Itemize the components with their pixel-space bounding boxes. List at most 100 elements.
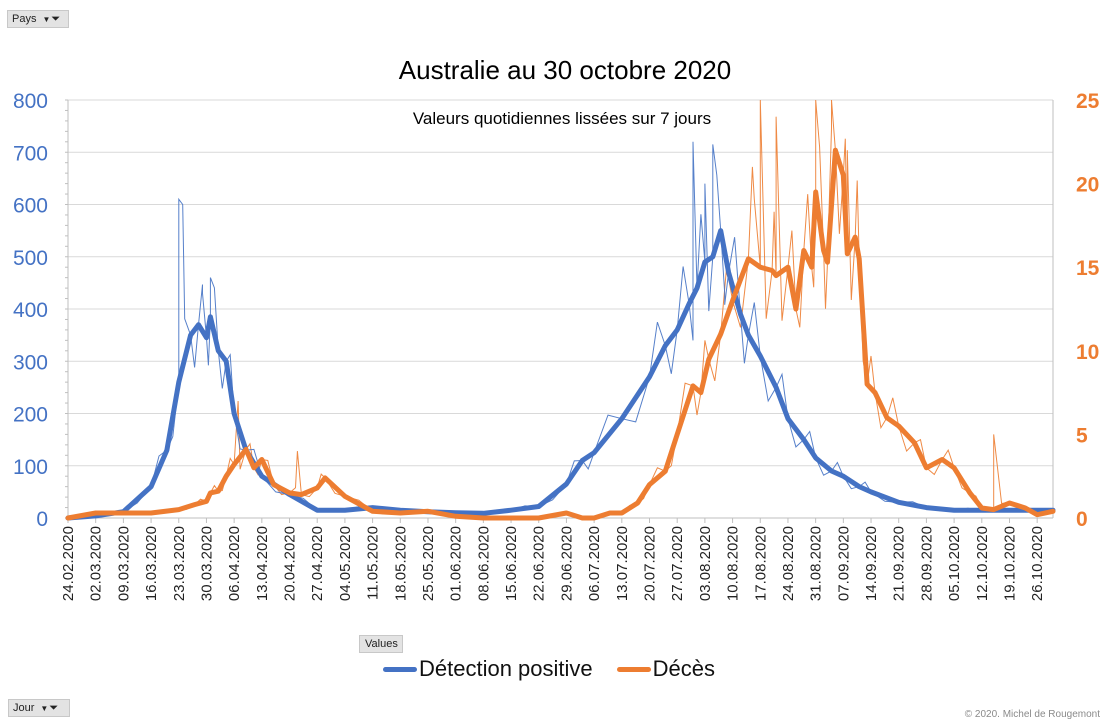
series-deces-point — [898, 425, 900, 427]
series-detection-point — [1036, 509, 1038, 511]
series-deces-point — [427, 510, 429, 512]
series-detection-point — [209, 316, 211, 318]
series-deces-point — [1009, 502, 1010, 504]
legend-swatch-deces — [616, 666, 651, 672]
gridlines — [68, 99, 1053, 467]
x-tick-label: 27.04.2020 — [309, 526, 326, 601]
series-deces-point — [637, 502, 639, 504]
x-tick-label: 03.08.2020 — [697, 526, 714, 601]
x-tick-label: 24.08.2020 — [780, 526, 797, 601]
series-deces-point — [593, 517, 595, 519]
legend-item-deces: Décès — [616, 656, 715, 682]
series-deces-point — [344, 495, 346, 497]
series-deces-point — [510, 517, 512, 519]
x-tick-label: 25.05.2020 — [420, 526, 437, 601]
x-tick-label: 09.03.2020 — [115, 526, 132, 601]
series-deces-point — [676, 433, 678, 435]
values-field-button[interactable]: Values — [359, 635, 403, 653]
series-detection-point — [95, 515, 97, 517]
jour-filter-label: Jour — [13, 702, 35, 714]
series-detection-point — [225, 360, 227, 362]
series-deces-point — [941, 459, 943, 460]
series-deces-point — [914, 442, 915, 444]
series-deces-point — [827, 261, 828, 263]
series-detection-point — [676, 329, 678, 331]
series-deces-point — [854, 236, 856, 238]
series-detection-point — [803, 439, 805, 441]
series-deces-point — [811, 266, 813, 268]
series-deces-point — [823, 250, 825, 251]
series-detection-point — [372, 507, 374, 509]
y-right-tick-label: 0 — [1076, 508, 1088, 531]
series-deces-point — [795, 308, 797, 310]
series-deces-point — [866, 383, 868, 385]
series-detection-point — [621, 418, 623, 420]
legend-label-detection: Détection positive — [419, 656, 593, 681]
x-tick-label: 26.10.2020 — [1029, 526, 1046, 601]
series-detection-point — [399, 509, 401, 511]
series-deces-point — [732, 300, 734, 302]
x-tick-label: 12.10.2020 — [974, 526, 991, 601]
series-deces-point — [150, 512, 152, 514]
series-deces-point — [664, 470, 666, 472]
series-detection-point — [858, 486, 860, 488]
series-deces-point — [969, 492, 971, 494]
x-tick-label: 01.06.2020 — [448, 526, 465, 601]
jour-filter-button[interactable]: Jour ▼ ⏷ — [8, 699, 70, 717]
x-tick-label: 05.10.2020 — [946, 526, 963, 601]
y-left-tick-label: 100 — [13, 456, 48, 479]
series-deces-point — [324, 477, 326, 479]
series-deces-point — [538, 517, 540, 519]
x-tick-label: 17.08.2020 — [752, 526, 769, 601]
series-detection-point — [593, 452, 595, 454]
series-detection-point — [664, 345, 666, 347]
series-detection-point — [538, 506, 540, 507]
series-deces-point — [692, 385, 694, 387]
x-tick-label: 07.09.2020 — [835, 526, 852, 601]
series-detection-point — [261, 475, 263, 477]
series-deces-point — [953, 467, 955, 469]
y-left-tick-label: 700 — [13, 142, 48, 165]
series-deces-point — [178, 509, 180, 511]
series-deces-point — [261, 459, 263, 460]
series-detection-point — [581, 460, 583, 461]
series-detection-point — [233, 413, 235, 414]
x-tick-label: 19.10.2020 — [1001, 526, 1018, 601]
x-tick-label: 10.08.2020 — [725, 526, 742, 601]
filter-funnel-icon: ⏷ — [49, 701, 59, 714]
series-detection-point — [720, 230, 722, 232]
series-detection-point — [344, 509, 346, 511]
series-detection-point — [482, 512, 484, 514]
series-deces-point — [759, 266, 761, 268]
series-detection-point — [688, 303, 690, 305]
series-deces-point — [993, 509, 995, 511]
y-left-tick-label: 600 — [13, 195, 48, 218]
chart-legend: Détection positive Décès — [383, 656, 739, 682]
x-tick-label: 22.06.2020 — [531, 526, 548, 601]
x-tick-label: 04.05.2020 — [337, 526, 354, 601]
series-detection-point — [712, 256, 714, 258]
series-deces-point — [372, 510, 374, 512]
series-deces-point — [775, 275, 777, 277]
series-deces-point — [803, 250, 805, 251]
pays-filter-button[interactable]: Pays ▼ ⏷ — [7, 10, 69, 28]
series-deces-point — [194, 504, 196, 506]
series-deces-point — [720, 333, 722, 335]
series-detection-point — [747, 334, 749, 336]
series-detection-point — [704, 261, 706, 263]
series-detection-line — [65, 228, 1056, 521]
y-left-tick-label: 500 — [13, 247, 48, 270]
pays-filter-label: Pays — [12, 13, 37, 25]
series-deces-point — [649, 484, 650, 486]
x-tick-label: 20.04.2020 — [282, 526, 299, 601]
series-deces-point — [815, 191, 817, 193]
dropdown-arrow-icon: ▼ — [42, 14, 51, 24]
series-deces-point — [858, 258, 860, 260]
y-left-tick-label: 200 — [13, 404, 48, 427]
x-tick-label: 29.06.2020 — [558, 526, 575, 601]
x-tick-label: 23.03.2020 — [171, 526, 188, 601]
series-detection-point — [696, 287, 698, 289]
values-field-label: Values — [365, 638, 398, 650]
series-deces-point — [225, 475, 227, 477]
